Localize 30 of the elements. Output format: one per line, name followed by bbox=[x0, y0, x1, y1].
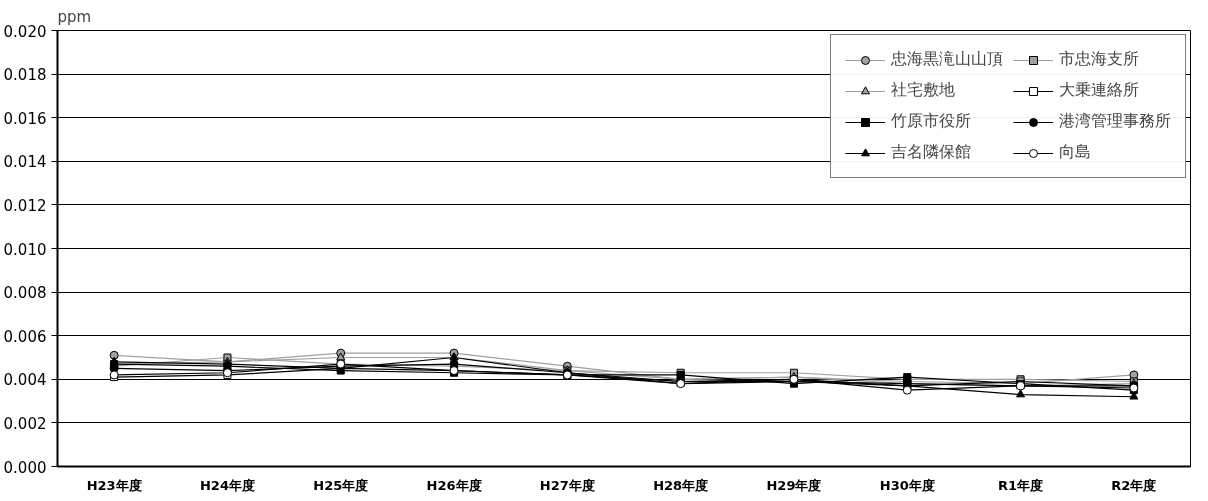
legend-label: 向島 bbox=[1059, 142, 1091, 163]
y-axis-title: ppm bbox=[57, 7, 92, 26]
x-tick-label: H23年度 bbox=[86, 477, 142, 493]
y-tick-label: 0.012 bbox=[3, 196, 47, 215]
x-tick-label: H25年度 bbox=[313, 477, 369, 493]
legend-label: 竹原市役所 bbox=[891, 111, 971, 132]
legend-label: 大乗連絡所 bbox=[1059, 80, 1139, 101]
y-tick-label: 0.002 bbox=[3, 414, 47, 433]
y-tick-label: 0.016 bbox=[3, 109, 47, 128]
y-tick-label: 0.010 bbox=[3, 240, 47, 259]
x-tick-label: H29年度 bbox=[766, 477, 822, 493]
x-tick-label: H24年度 bbox=[199, 477, 255, 493]
x-tick-label: R1年度 bbox=[998, 477, 1044, 493]
legend-label: 吉名隣保館 bbox=[891, 142, 971, 163]
y-tick-label: 0.004 bbox=[3, 371, 47, 390]
y-tick-label: 0.018 bbox=[3, 66, 47, 85]
legend-label: 社宅敷地 bbox=[891, 80, 955, 101]
x-tick-label: H28年度 bbox=[653, 477, 709, 493]
legend-label: 港湾管理事務所 bbox=[1059, 111, 1171, 132]
x-tick-label: H26年度 bbox=[426, 477, 482, 493]
x-tick-label: R2年度 bbox=[1111, 477, 1157, 493]
y-tick-label: 0.000 bbox=[3, 458, 47, 477]
legend-label: 忠海黒滝山山頂 bbox=[891, 49, 1003, 70]
legend-label: 市忠海支所 bbox=[1059, 49, 1139, 70]
x-tick-label: H27年度 bbox=[539, 477, 595, 493]
x-tick-label: H30年度 bbox=[879, 477, 935, 493]
y-tick-label: 0.008 bbox=[3, 284, 47, 303]
y-tick-label: 0.006 bbox=[3, 327, 47, 346]
y-tick-label: 0.020 bbox=[3, 22, 47, 41]
y-tick-label: 0.014 bbox=[3, 153, 47, 172]
